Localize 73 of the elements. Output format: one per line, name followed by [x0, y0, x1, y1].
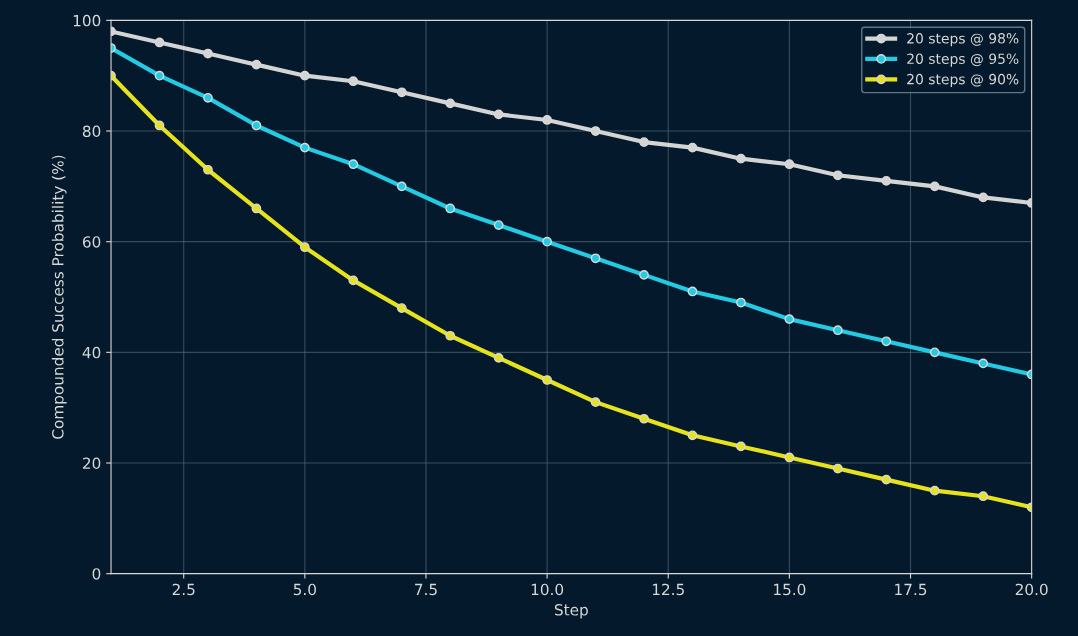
point: [687, 286, 698, 297]
point: [639, 137, 649, 147]
point: [299, 142, 310, 153]
x-tick-label: 17.5: [895, 583, 927, 596]
y-tick-label: 20: [82, 457, 101, 470]
point: [590, 397, 601, 408]
point: [736, 441, 746, 452]
point: [687, 430, 698, 441]
point: [881, 474, 892, 485]
point: [832, 325, 843, 336]
point: [396, 181, 407, 192]
point: [784, 159, 795, 170]
point: [784, 452, 795, 463]
point: [929, 181, 940, 192]
point: [445, 203, 456, 214]
x-tick-label: 10.0: [531, 583, 564, 596]
x-tick-label: 15.0: [774, 583, 806, 596]
point: [881, 336, 892, 347]
point: [445, 330, 456, 341]
point: [251, 203, 262, 214]
point: [493, 220, 504, 230]
point: [493, 109, 504, 120]
point: [348, 159, 359, 170]
point: [978, 358, 989, 369]
y-tick-label: 40: [82, 346, 101, 359]
point: [348, 275, 359, 286]
point: [348, 76, 359, 87]
x-tick-label: 5.0: [293, 583, 316, 596]
point: [542, 115, 552, 125]
point: [978, 491, 989, 502]
point: [832, 170, 843, 181]
legend-label: 20 steps @ 95%: [907, 53, 1019, 67]
legend-label: 20 steps @ 90%: [907, 73, 1019, 88]
x-tick-label: 20.0: [1015, 583, 1048, 596]
point: [590, 253, 601, 264]
point: [299, 242, 310, 253]
point: [203, 48, 213, 59]
point: [639, 413, 649, 424]
point: [639, 270, 649, 280]
point: [687, 142, 698, 153]
point: [251, 120, 262, 131]
y-tick-label: 0: [92, 568, 101, 580]
y-tick-label: 100: [73, 14, 101, 27]
point: [978, 192, 989, 203]
point: [784, 314, 795, 325]
point: [493, 353, 504, 363]
point: [154, 70, 165, 81]
point: [542, 375, 552, 385]
point: [299, 70, 310, 81]
point: [203, 92, 213, 103]
y-tick-label: 60: [82, 236, 101, 248]
point: [929, 485, 940, 496]
legend-label: 20 steps @ 98%: [907, 33, 1019, 47]
x-tick-label: 2.5: [172, 583, 195, 596]
x-tick-label: 7.5: [415, 583, 437, 596]
point: [736, 153, 746, 164]
point: [203, 164, 213, 175]
point: [736, 297, 746, 308]
point: [832, 463, 843, 474]
x-tick-label: 12.5: [652, 583, 684, 596]
point: [396, 303, 407, 313]
y-axis-title: Compounded Success Probability (%): [51, 155, 67, 439]
point: [881, 175, 892, 186]
point: [542, 236, 552, 247]
point: [154, 120, 165, 131]
x-axis-title: Step: [554, 604, 588, 619]
point: [251, 59, 262, 70]
point: [154, 37, 165, 48]
point: [590, 126, 601, 136]
point: [445, 98, 456, 109]
point: [929, 347, 940, 358]
point: [396, 87, 407, 98]
y-tick-label: 80: [82, 125, 101, 138]
